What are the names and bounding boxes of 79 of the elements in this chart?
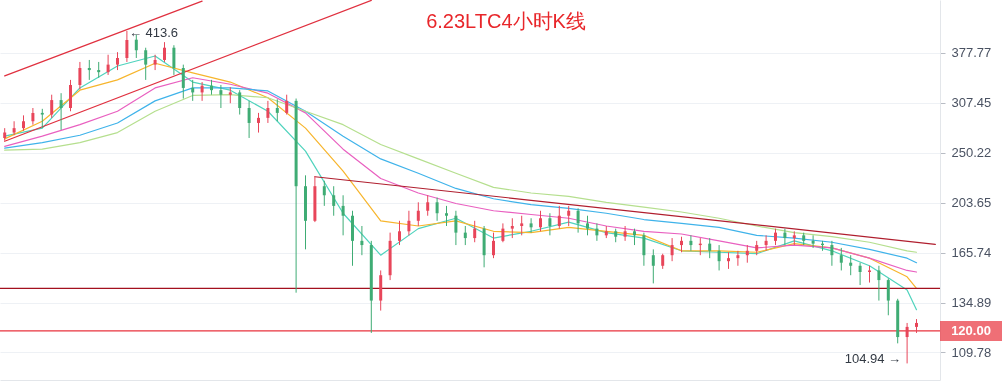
- candlestick: [651, 248, 655, 284]
- candlestick: [31, 107, 35, 126]
- candlestick: [454, 210, 458, 246]
- candlestick: [586, 215, 589, 236]
- y-tick-label: 165.74: [951, 245, 992, 261]
- candlestick: [181, 64, 185, 100]
- candlestick: [849, 254, 853, 276]
- candlestick: [172, 44, 176, 76]
- candlestick: [59, 92, 63, 131]
- candlestick: [689, 234, 693, 252]
- candlestick: [783, 228, 787, 246]
- candlestick: [811, 234, 815, 249]
- candlestick: [717, 244, 721, 271]
- candlestick: [398, 220, 401, 246]
- ref-line-label: 120.00: [951, 322, 991, 338]
- candlestick: [106, 54, 110, 76]
- candlestick: [595, 222, 599, 242]
- candlestick: [576, 207, 580, 234]
- candlestick: [275, 98, 279, 122]
- candlestick: [708, 237, 712, 259]
- candlestick: [670, 237, 674, 262]
- candlestick: [285, 94, 289, 116]
- candlestick: [435, 197, 439, 222]
- candlestick: [322, 180, 326, 207]
- candlestick: [539, 210, 542, 232]
- candlestick: [858, 262, 862, 286]
- y-tick-label: 109.78: [951, 344, 992, 360]
- candlestick: [69, 79, 72, 112]
- candlestick: [557, 205, 561, 230]
- candlestick: [153, 54, 157, 71]
- candlestick: [529, 217, 533, 234]
- candlestick: [736, 250, 740, 267]
- candlestick: [78, 61, 82, 90]
- candlestick: [501, 222, 505, 243]
- y-tick-label: 250.22: [951, 145, 992, 161]
- candlestick: [40, 108, 44, 129]
- candlestick: [426, 194, 430, 217]
- candlestick: [905, 322, 909, 364]
- candlestick: [125, 30, 129, 63]
- candlestick: [407, 210, 411, 236]
- candlestick: [134, 34, 138, 59]
- candlestick: [520, 215, 524, 236]
- candlestick: [623, 225, 627, 242]
- candlestick: [830, 240, 834, 267]
- candlestick: [266, 100, 270, 124]
- y-tick-label: 203.65: [951, 195, 992, 211]
- candlestick: [87, 59, 91, 81]
- candlestick: [247, 100, 251, 139]
- annotation: ← 413.6: [128, 24, 179, 40]
- y-tick-label: 377.77: [951, 45, 992, 61]
- annotation: 104.94 →: [844, 351, 902, 367]
- candlestick: [548, 212, 552, 236]
- candlestick: [839, 247, 843, 271]
- candlestick: [219, 84, 223, 109]
- candlestick: [416, 201, 420, 227]
- candlestick: [238, 89, 242, 116]
- candlestick: [886, 277, 890, 316]
- candlestick: [332, 185, 336, 217]
- candlestick: [341, 194, 345, 236]
- candlestick: [50, 94, 54, 119]
- candlestick: [12, 120, 16, 136]
- candlestick: [764, 234, 768, 252]
- candlestick: [567, 205, 571, 227]
- candlestick: [445, 205, 448, 227]
- candlestick: [510, 217, 514, 239]
- candlestick: [360, 225, 364, 256]
- candlestick: [257, 112, 260, 134]
- y-tick-label: 134.89: [951, 295, 992, 311]
- candlestick: [163, 41, 166, 63]
- text: 6.23LTC4小时K线: [426, 10, 586, 32]
- candlestick: [877, 265, 881, 302]
- candlestick: [200, 81, 204, 102]
- candlestick: [492, 232, 495, 259]
- candlestick: [473, 220, 477, 243]
- candlestick: [191, 79, 195, 102]
- candlestick: [642, 232, 646, 267]
- y-tick-label: 307.45: [951, 95, 992, 111]
- candlestick: [463, 225, 467, 246]
- candlestick: [144, 47, 148, 81]
